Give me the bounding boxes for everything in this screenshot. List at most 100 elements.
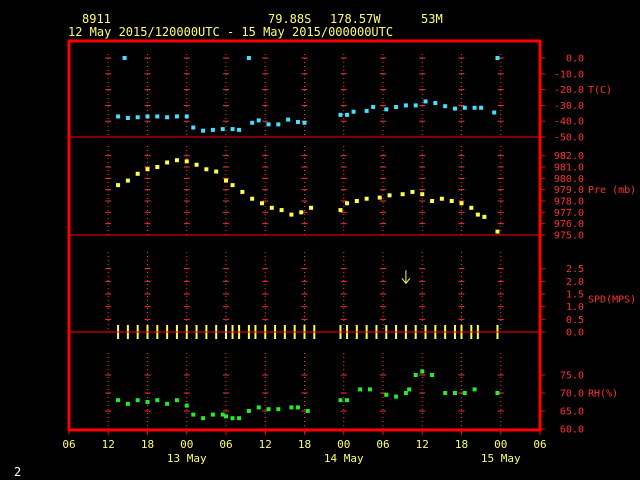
data-point bbox=[439, 196, 444, 201]
data-point bbox=[210, 412, 215, 417]
date-label: 13 May bbox=[167, 452, 207, 465]
data-point bbox=[116, 183, 121, 188]
data-point bbox=[387, 193, 392, 198]
x-tick-label: 12 bbox=[416, 438, 429, 451]
data-point bbox=[135, 398, 140, 403]
data-point bbox=[210, 127, 215, 132]
data-point bbox=[286, 117, 291, 122]
x-tick-label: 06 bbox=[376, 438, 389, 451]
data-point bbox=[338, 112, 343, 117]
data-point bbox=[371, 104, 376, 109]
data-point bbox=[246, 409, 251, 413]
data-point bbox=[237, 416, 242, 421]
data-point bbox=[276, 407, 281, 412]
data-point bbox=[413, 373, 418, 377]
data-point bbox=[145, 114, 150, 119]
data-point bbox=[230, 183, 235, 188]
data-point bbox=[420, 369, 425, 374]
data-point bbox=[259, 201, 264, 206]
longitude: 178.57W bbox=[330, 12, 381, 26]
data-point bbox=[345, 201, 350, 206]
data-point bbox=[430, 373, 435, 377]
y-tick-label: 980.0 bbox=[554, 174, 584, 185]
y-tick-label: 1.0 bbox=[566, 302, 584, 313]
data-point bbox=[165, 160, 170, 165]
y-tick-label: 70.0 bbox=[560, 389, 584, 400]
data-point bbox=[420, 192, 425, 197]
data-point bbox=[116, 114, 121, 119]
data-point bbox=[443, 391, 448, 395]
data-point bbox=[472, 387, 477, 392]
data-point bbox=[201, 128, 206, 133]
y-tick-label: 981.0 bbox=[554, 163, 584, 174]
data-point bbox=[224, 414, 229, 419]
data-point bbox=[184, 159, 189, 164]
x-tick-label: 18 bbox=[455, 438, 468, 451]
data-point bbox=[377, 195, 382, 200]
x-tick-label: 00 bbox=[180, 438, 193, 451]
panel-label: RH(%) bbox=[588, 389, 618, 400]
data-point bbox=[295, 119, 300, 124]
data-point bbox=[250, 196, 255, 201]
data-point bbox=[345, 112, 350, 117]
data-point bbox=[184, 403, 189, 408]
data-point bbox=[165, 401, 170, 406]
x-tick-label: 18 bbox=[141, 438, 154, 451]
station-id: 8911 bbox=[82, 12, 111, 26]
data-point bbox=[403, 391, 408, 395]
data-point bbox=[145, 400, 150, 404]
data-point bbox=[240, 189, 245, 194]
data-point bbox=[289, 212, 294, 217]
data-point bbox=[250, 120, 255, 125]
data-point bbox=[145, 167, 150, 172]
data-point bbox=[155, 114, 160, 119]
y-tick-label: 979.0 bbox=[554, 185, 584, 196]
data-point bbox=[174, 398, 179, 403]
data-point bbox=[279, 208, 284, 213]
data-point bbox=[443, 104, 448, 109]
data-point bbox=[338, 208, 343, 213]
data-point bbox=[345, 398, 350, 403]
y-tick-label: 0.0 bbox=[566, 328, 584, 339]
data-point bbox=[384, 392, 389, 397]
data-point bbox=[433, 101, 438, 106]
data-point bbox=[220, 127, 225, 132]
data-point bbox=[204, 167, 209, 172]
y-tick-label: -50.0 bbox=[554, 133, 584, 144]
data-point bbox=[410, 189, 415, 194]
data-point bbox=[116, 398, 121, 403]
y-tick-label: -40.0 bbox=[554, 117, 584, 128]
time-period: 12 May 2015/120000UTC - 15 May 2015/0000… bbox=[68, 25, 394, 39]
panel-label: T(C) bbox=[588, 85, 612, 96]
data-point bbox=[413, 103, 418, 108]
y-tick-label: 975.0 bbox=[554, 231, 584, 242]
y-tick-label: 2.5 bbox=[566, 264, 584, 275]
data-point bbox=[305, 409, 310, 413]
data-point bbox=[452, 391, 457, 395]
x-tick-label: 00 bbox=[337, 438, 350, 451]
data-point bbox=[194, 162, 199, 167]
data-point bbox=[220, 412, 225, 417]
y-tick-label: 65.0 bbox=[560, 407, 584, 418]
y-tick-label: 60.0 bbox=[560, 425, 584, 436]
data-point bbox=[174, 158, 179, 163]
x-tick-label: 12 bbox=[102, 438, 115, 451]
y-tick-label: 1.5 bbox=[566, 290, 584, 301]
data-point bbox=[364, 196, 369, 201]
data-point bbox=[354, 199, 359, 203]
wind-arrow-head bbox=[401, 277, 411, 285]
data-point bbox=[475, 212, 480, 217]
data-point bbox=[358, 387, 363, 392]
data-point bbox=[351, 109, 356, 114]
x-tick-label: 06 bbox=[533, 438, 546, 451]
x-tick-label: 06 bbox=[62, 438, 75, 451]
y-tick-label: 978.0 bbox=[554, 197, 584, 208]
data-point bbox=[155, 165, 160, 169]
data-point bbox=[384, 107, 389, 112]
data-point bbox=[191, 412, 196, 417]
data-point bbox=[184, 114, 189, 119]
date-label: 15 May bbox=[481, 452, 521, 465]
data-point bbox=[269, 205, 274, 210]
y-tick-label: 977.0 bbox=[554, 208, 584, 219]
data-point bbox=[201, 416, 206, 421]
